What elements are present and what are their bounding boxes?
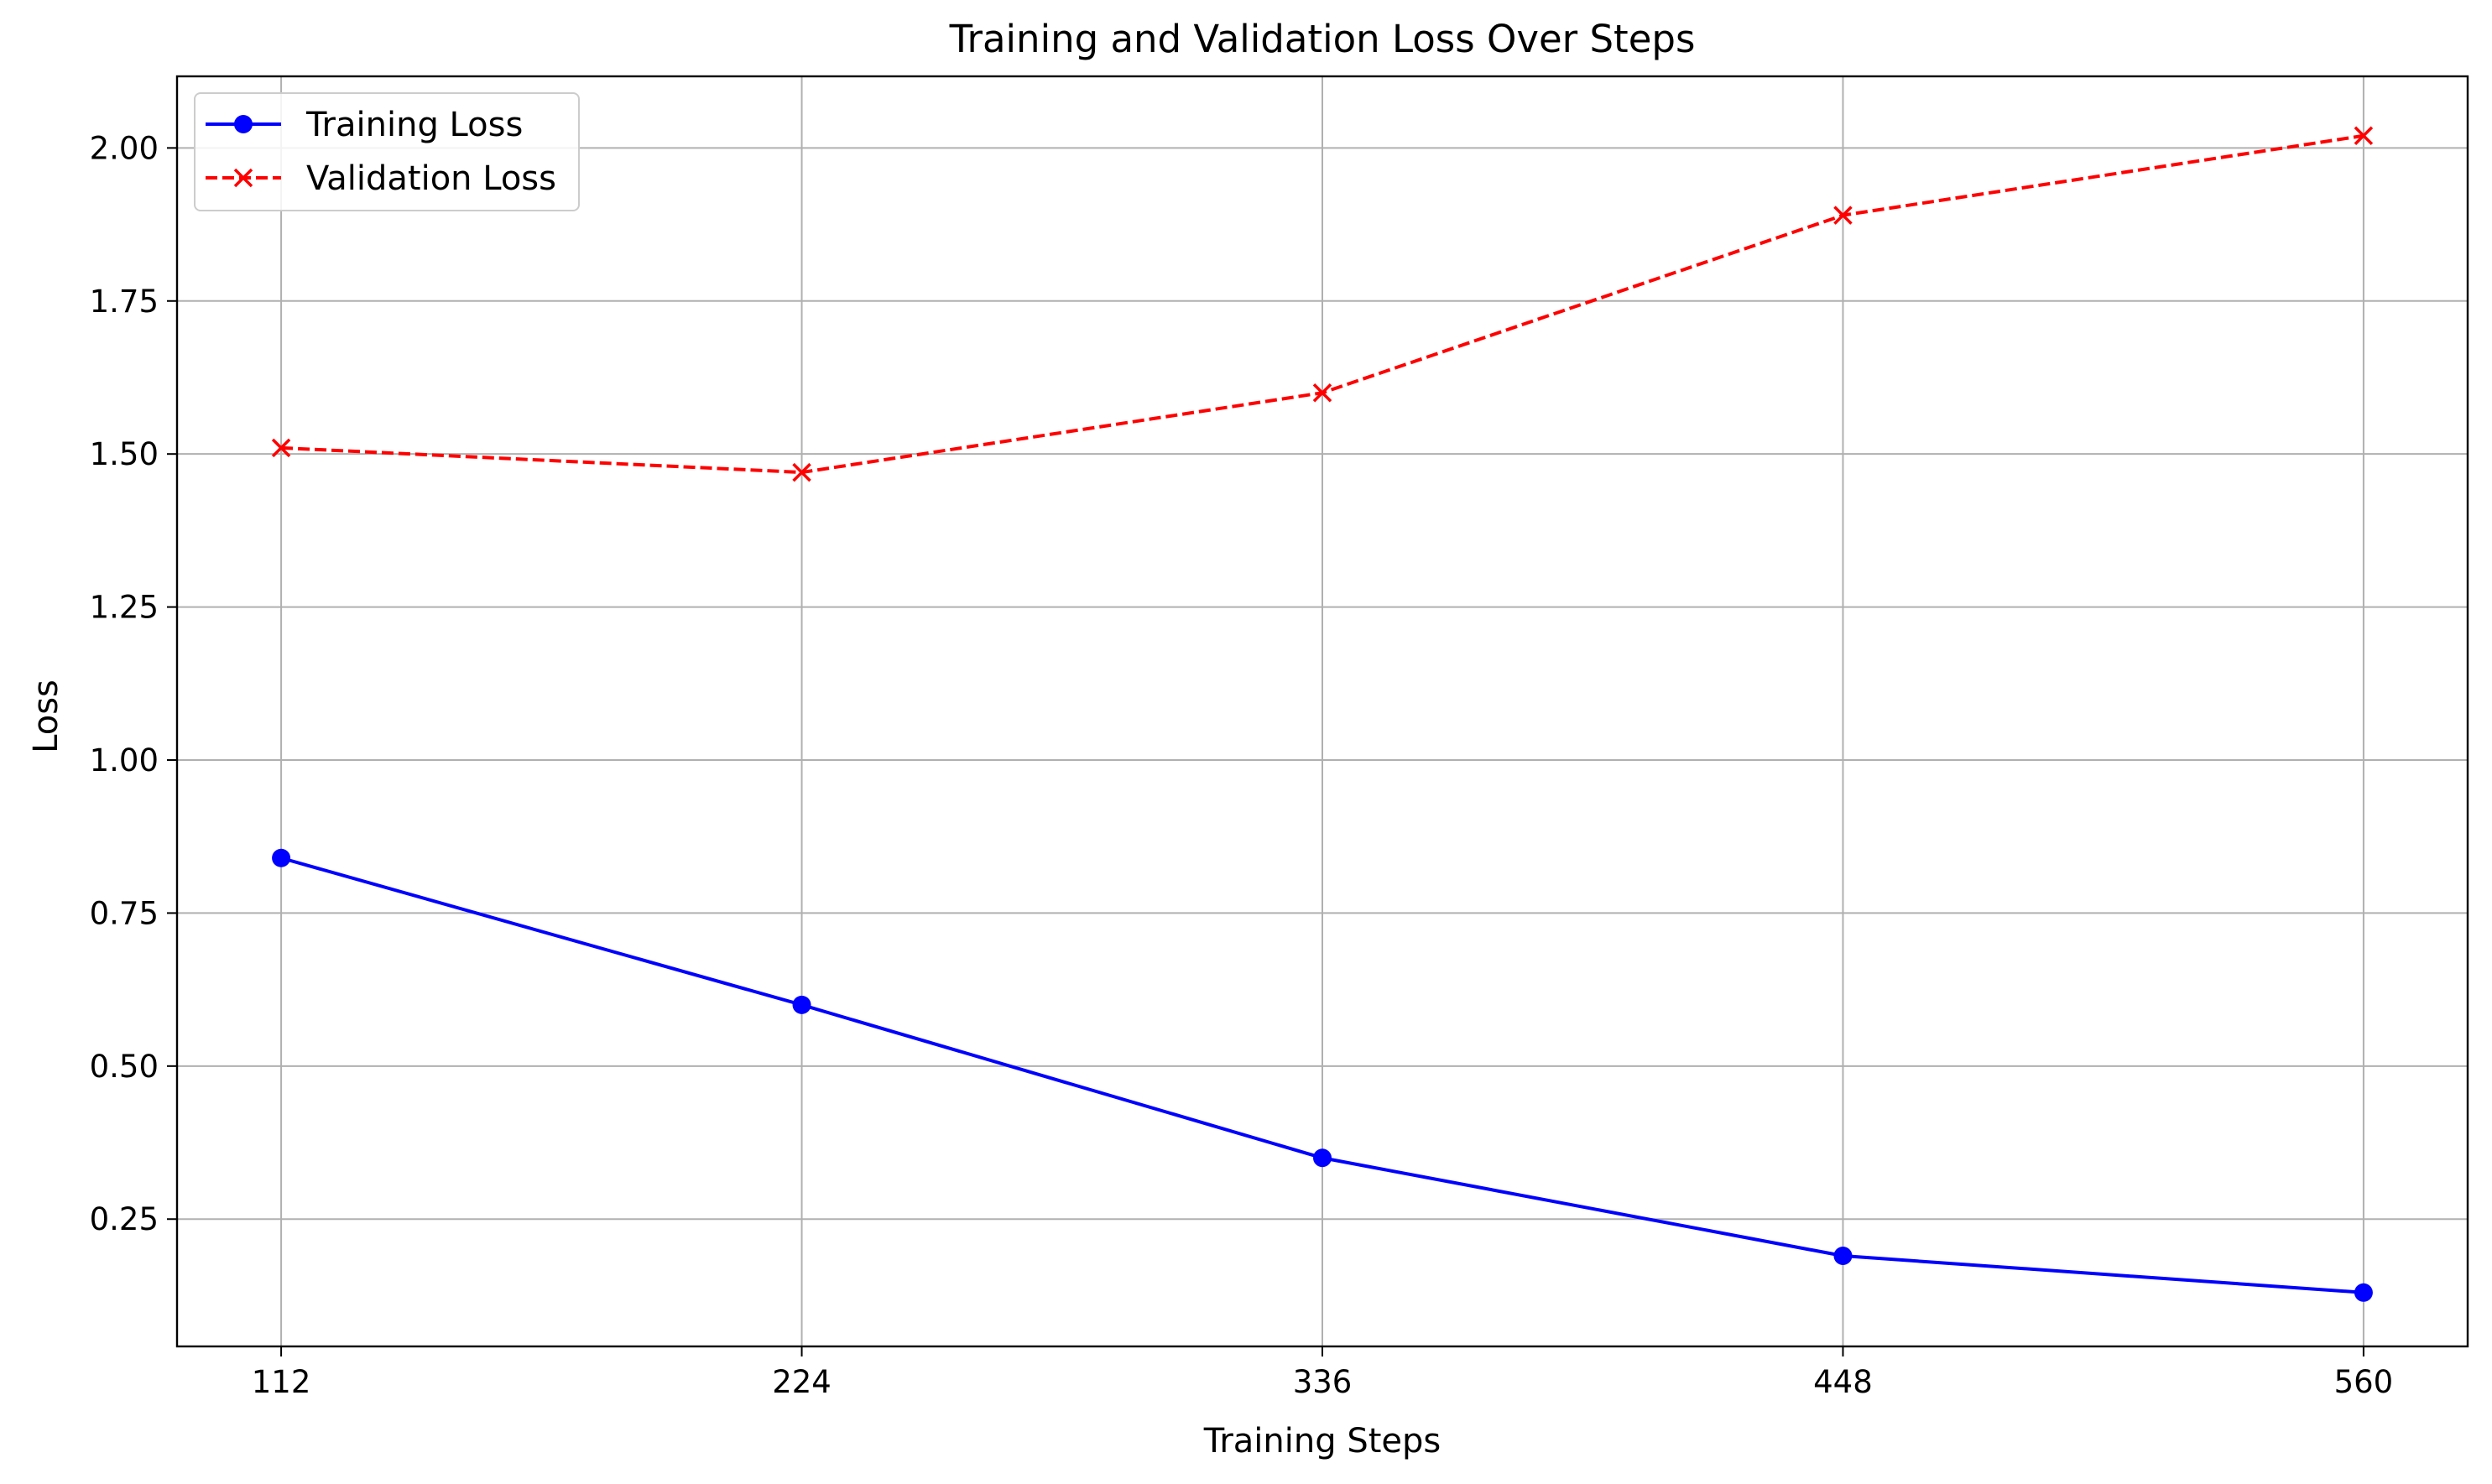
y-tick-label: 2.00 bbox=[90, 130, 159, 166]
x-tick-label: 112 bbox=[252, 1364, 311, 1400]
axis-ticks: 112 224 336 448 560 0.25 0.50 0.75 1.00 1.25 1.50 1… bbox=[90, 130, 2394, 1400]
legend-marker-validation bbox=[233, 168, 253, 188]
x-tick-label: 224 bbox=[772, 1364, 832, 1400]
data-point-training-loss bbox=[792, 995, 811, 1014]
x-axis-label: Training Steps bbox=[1203, 1422, 1441, 1461]
y-tick-label: 0.75 bbox=[90, 895, 159, 931]
legend-entry-validation: Validation Loss bbox=[206, 159, 556, 198]
series-group bbox=[271, 126, 2374, 1302]
data-point-training-loss bbox=[272, 848, 291, 867]
legend-label-training: Training Loss bbox=[305, 106, 523, 144]
legend: Training Loss Validation Loss bbox=[194, 92, 580, 211]
x-tick-label: 560 bbox=[2334, 1364, 2394, 1400]
series-validation-loss bbox=[271, 126, 2374, 482]
data-point-training-loss bbox=[1833, 1247, 1853, 1266]
grid bbox=[177, 76, 2468, 1346]
y-tick-label: 1.25 bbox=[90, 590, 159, 626]
data-point-validation-loss bbox=[2354, 126, 2374, 146]
data-point-training-loss bbox=[1313, 1148, 1332, 1168]
y-tick-label: 1.00 bbox=[90, 742, 159, 778]
legend-label-validation: Validation Loss bbox=[306, 159, 556, 198]
data-point-validation-loss bbox=[1833, 206, 1853, 225]
x-tick-label: 336 bbox=[1293, 1364, 1353, 1400]
y-tick-label: 0.50 bbox=[90, 1049, 159, 1085]
series-training-loss bbox=[272, 848, 2373, 1302]
x-tick-label: 448 bbox=[1813, 1364, 1873, 1400]
legend-entry-training: Training Loss bbox=[206, 106, 523, 144]
y-tick-label: 0.25 bbox=[90, 1201, 159, 1237]
y-tick-label: 1.75 bbox=[90, 284, 159, 320]
chart-title: Training and Validation Loss Over Steps bbox=[949, 17, 1696, 61]
legend-marker-training bbox=[234, 115, 253, 133]
y-tick-label: 1.50 bbox=[90, 436, 159, 472]
data-point-training-loss bbox=[2354, 1283, 2373, 1302]
data-point-validation-loss bbox=[792, 462, 811, 482]
y-axis-label: Loss bbox=[27, 680, 65, 753]
data-point-validation-loss bbox=[1312, 383, 1332, 403]
data-point-validation-loss bbox=[271, 438, 291, 458]
legend-box bbox=[194, 92, 580, 211]
